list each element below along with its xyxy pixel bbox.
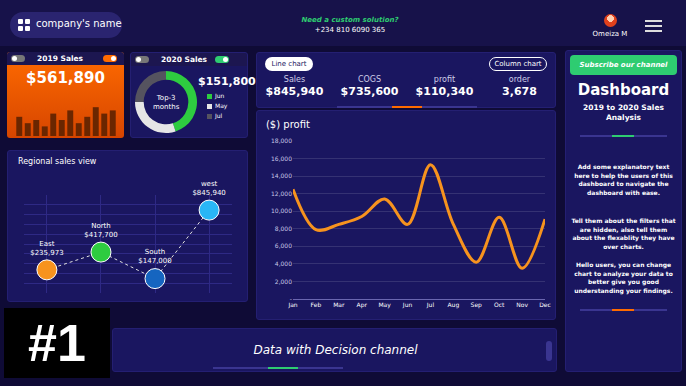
svg-text:Jan: Jan [287,301,297,309]
html-text:Subscribe our channel: Subscribe our channel [579,61,668,69]
html-text:profit: profit [433,75,456,84]
svg-text:12,000: 12,000 [271,190,292,197]
svg-text:($) profit: ($) profit [266,119,310,130]
svg-text:4,000: 4,000 [275,260,292,267]
html-text:May: May [215,102,228,109]
svg-text:Apr: Apr [357,301,368,309]
html-text:company's name: company's name [36,18,122,29]
svg-text:10,000: 10,000 [271,207,292,214]
svg-text:North$417,700: North$417,700 [84,222,117,239]
svg-text:2,000: 2,000 [275,278,292,285]
svg-text:18,000: 18,000 [271,137,292,144]
html-text:Column chart: Column chart [494,60,542,68]
html-text:Regional sales view: Regional sales view [18,157,97,166]
html-text:Need a custom solution?: Need a custom solution? [301,16,399,24]
html-text:2019 to 2020 Sales Analysis: 2019 to 2020 Sales Analysis [583,103,664,122]
svg-text:South$147,000: South$147,000 [138,248,171,265]
html-text:Sales: Sales [283,75,306,84]
svg-text:8,000: 8,000 [275,225,292,232]
html-text:Jul: Jul [215,112,223,119]
html-text:Dashboard: Dashboard [577,81,670,99]
html-text:$845,940: $845,940 [265,85,324,98]
svg-text:16,000: 16,000 [271,155,292,162]
html-text:Data with Decision channel: Data with Decision channel [253,343,418,357]
svg-text:Feb: Feb [311,301,322,308]
html-text:3,678: 3,678 [502,85,537,98]
svg-text:May: May [378,301,391,309]
html-text:$561,890: $561,890 [26,69,105,87]
svg-text:Aug: Aug [448,301,460,309]
svg-text:Dec: Dec [539,301,551,308]
html-text:2019 Sales: 2019 Sales [37,54,84,63]
svg-text:East$235,973: East$235,973 [30,240,63,257]
html-text:#1: #1 [28,314,86,372]
svg-text:-: - [290,295,292,302]
html-text:order: order [508,75,531,84]
svg-text:14,000: 14,000 [271,172,292,179]
svg-text:Mar: Mar [333,301,345,308]
html-text:Hello users, you can change ch: Hello users, you can change chart to ana… [574,261,673,294]
svg-text:Top-3months: Top-3months [153,94,180,111]
html-text:Line chart: Line chart [271,60,307,68]
svg-text:Nov: Nov [516,301,528,308]
html-text:COGS: COGS [357,75,382,84]
svg-text:Jul: Jul [426,301,435,309]
svg-text:Oct: Oct [494,301,505,308]
html-text:$735,600: $735,600 [340,85,399,98]
html-text:Tell them about the filters th: Tell them about the filters that are hid… [571,217,676,250]
html-text:Jun: Jun [215,92,225,99]
svg-text:Jun: Jun [402,301,413,309]
svg-text:Sep: Sep [471,301,483,309]
html-text:+234 810 6090 365: +234 810 6090 365 [314,26,386,34]
html-text:2020 Sales: 2020 Sales [161,55,208,64]
html-text:$151,800: $151,800 [198,75,256,88]
html-text:Add some explanatory text here: Add some explanatory text here to help t… [574,163,673,196]
html-text:$110,340: $110,340 [415,85,474,98]
html-text:Omeiza M: Omeiza M [592,30,628,38]
svg-text:6,000: 6,000 [275,242,292,249]
svg-text:west$845,940: west$845,940 [192,180,225,197]
